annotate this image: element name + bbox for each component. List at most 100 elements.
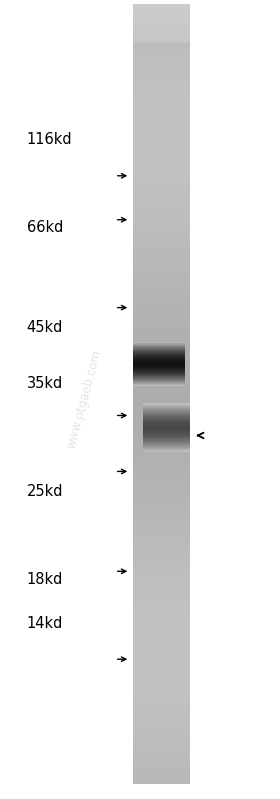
Bar (133, 344, 185, 345)
Bar (133, 360, 190, 363)
Bar (133, 499, 190, 502)
Bar (133, 664, 190, 667)
Bar (133, 381, 185, 383)
Bar (143, 411, 190, 412)
Bar (133, 392, 190, 394)
Bar (133, 191, 190, 193)
Bar (133, 694, 190, 696)
Bar (133, 279, 190, 281)
Bar (133, 19, 190, 22)
Bar (133, 769, 190, 772)
Bar (133, 425, 190, 427)
Bar (133, 569, 190, 571)
Bar (133, 363, 190, 365)
Bar (143, 424, 190, 426)
Bar (133, 369, 185, 370)
Bar (133, 678, 190, 681)
Bar (133, 346, 185, 347)
Bar (133, 356, 185, 358)
Bar (133, 96, 190, 98)
Bar (133, 705, 190, 708)
Bar (133, 348, 185, 350)
Bar (133, 459, 190, 463)
Bar (133, 66, 190, 69)
Bar (133, 358, 185, 359)
Bar (133, 573, 190, 575)
Bar (133, 352, 185, 353)
Bar (133, 405, 190, 408)
Bar (133, 214, 190, 217)
Bar (133, 382, 190, 384)
Bar (133, 74, 190, 77)
Bar (133, 283, 190, 285)
Bar (133, 88, 190, 90)
Bar (133, 197, 190, 200)
Bar (133, 606, 190, 609)
Bar (133, 244, 190, 246)
Bar (133, 598, 190, 601)
Bar (133, 756, 190, 758)
Bar (133, 129, 190, 131)
Bar (133, 352, 185, 353)
Bar (133, 97, 190, 100)
Bar (143, 426, 190, 427)
Bar (143, 412, 190, 414)
Bar (143, 428, 190, 430)
Bar (143, 434, 190, 435)
Bar (133, 368, 185, 369)
Bar (133, 348, 185, 349)
Bar (143, 419, 190, 420)
Bar (133, 209, 190, 211)
Bar (133, 169, 190, 173)
Bar (133, 753, 190, 757)
Bar (133, 448, 190, 451)
Bar (133, 707, 190, 710)
Bar (143, 439, 190, 441)
Text: 14kd: 14kd (27, 616, 63, 630)
Bar (133, 462, 190, 464)
Bar (133, 248, 190, 250)
Bar (133, 507, 190, 509)
Bar (133, 165, 190, 169)
Bar (133, 333, 190, 336)
Bar (133, 639, 190, 642)
Bar (133, 43, 190, 46)
Bar (133, 152, 190, 155)
Bar (133, 356, 190, 360)
Bar (143, 437, 190, 439)
Bar (133, 232, 190, 235)
Bar (133, 347, 190, 349)
Bar (133, 14, 190, 17)
Bar (133, 351, 185, 352)
Bar (133, 101, 190, 104)
Bar (133, 645, 190, 647)
Bar (133, 35, 190, 38)
Bar (133, 532, 190, 535)
Bar (133, 515, 190, 517)
Bar (143, 451, 190, 452)
Bar (133, 92, 190, 94)
Bar (133, 39, 190, 42)
Bar (133, 386, 190, 388)
Bar (133, 199, 190, 201)
Bar (133, 158, 190, 161)
Bar (133, 518, 190, 521)
Bar (133, 501, 190, 503)
Bar (143, 409, 190, 410)
Bar (133, 328, 190, 330)
Bar (133, 286, 190, 289)
Bar (133, 352, 185, 354)
Bar (133, 292, 190, 295)
Bar (133, 268, 190, 272)
Bar (133, 543, 190, 547)
Bar (133, 650, 190, 654)
Text: www.ptgaeb.com: www.ptgaeb.com (64, 348, 104, 451)
Bar (133, 343, 190, 346)
Bar (133, 16, 190, 18)
Bar (133, 342, 185, 344)
Bar (133, 308, 190, 311)
Bar (143, 407, 190, 408)
Bar (133, 346, 185, 347)
Bar (133, 26, 190, 28)
Bar (133, 368, 185, 370)
